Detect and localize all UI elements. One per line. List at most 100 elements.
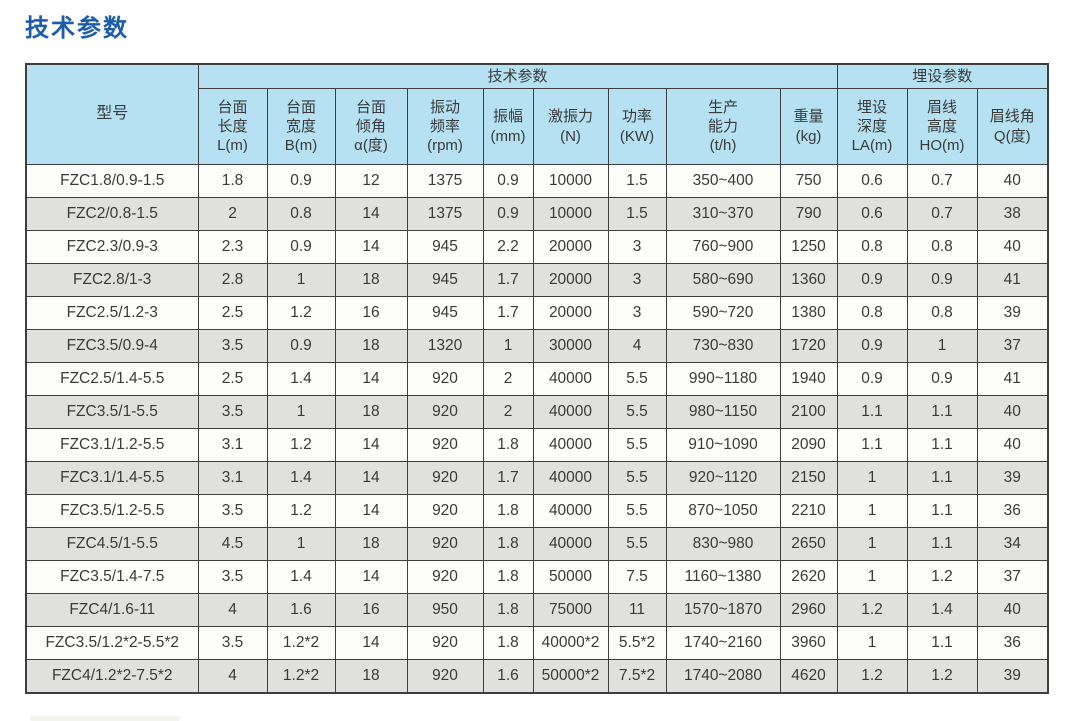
value-cell: 40 bbox=[976, 164, 1049, 198]
table-header: 型号 技术参数 埋设参数 台面 长度 L(m) 台面 宽度 B(m) 台面 倾角… bbox=[25, 63, 1049, 165]
value-cell: 0.8 bbox=[836, 230, 908, 264]
value-cell: 980~1150 bbox=[665, 395, 781, 429]
value-cell: 1.2 bbox=[266, 296, 336, 330]
value-cell: 1.4 bbox=[266, 362, 336, 396]
value-cell: 14 bbox=[334, 494, 408, 528]
value-cell: 40000*2 bbox=[532, 626, 609, 660]
value-cell: 1.8 bbox=[482, 527, 534, 561]
value-cell: 1.1 bbox=[906, 395, 978, 429]
value-cell: 2.5 bbox=[197, 296, 268, 330]
header-group-row: 型号 技术参数 埋设参数 bbox=[25, 63, 1049, 165]
model-cell: FZC3.1/1.2-5.5 bbox=[25, 428, 199, 462]
value-cell: 18 bbox=[334, 659, 408, 694]
value-cell: 14 bbox=[334, 560, 408, 594]
value-cell: 2 bbox=[482, 362, 534, 396]
value-cell: 5.5 bbox=[607, 362, 667, 396]
value-cell: 40000 bbox=[532, 395, 609, 429]
value-cell: 350~400 bbox=[665, 164, 781, 198]
value-cell: 0.6 bbox=[836, 164, 908, 198]
table-row: FZC2.5/1.2-3 2.5 1.2 16 945 1.7 20000 3 590~720 1… bbox=[25, 296, 1049, 330]
value-cell: 1.8 bbox=[482, 593, 534, 627]
value-cell: 1.1 bbox=[906, 494, 978, 528]
value-cell: 730~830 bbox=[665, 329, 781, 363]
value-cell: 3.5 bbox=[197, 626, 268, 660]
value-cell: 1740~2160 bbox=[665, 626, 781, 660]
value-cell: 1.5 bbox=[607, 197, 667, 231]
column-header-deck-width: 台面 宽度 B(m) bbox=[266, 88, 336, 165]
value-cell: 1.2 bbox=[836, 659, 908, 694]
value-cell: 1.1 bbox=[906, 461, 978, 495]
value-cell: 1.4 bbox=[266, 560, 336, 594]
value-cell: 750 bbox=[779, 164, 838, 198]
model-cell: FZC2.5/1.2-3 bbox=[25, 296, 199, 330]
value-cell: 40000 bbox=[532, 362, 609, 396]
column-header-weight: 重量 (kg) bbox=[779, 88, 838, 165]
value-cell: 3.1 bbox=[197, 428, 268, 462]
table-row: FZC4/1.6-11 4 1.6 16 950 1.8 75000 11 1570~1870 2… bbox=[25, 593, 1049, 627]
value-cell: 920 bbox=[406, 560, 484, 594]
table-row: FZC4.5/1-5.5 4.5 1 18 920 1.8 40000 5.5 830~980 2… bbox=[25, 527, 1049, 561]
table-row: FZC3.5/0.9-4 3.5 0.9 18 1320 1 30000 4 730~830 17… bbox=[25, 329, 1049, 363]
value-cell: 1.2*2 bbox=[266, 626, 336, 660]
value-cell: 0.9 bbox=[266, 329, 336, 363]
value-cell: 30000 bbox=[532, 329, 609, 363]
table-row: FZC3.1/1.2-5.5 3.1 1.2 14 920 1.8 40000 5.5 910~… bbox=[25, 428, 1049, 462]
column-header-capacity: 生产 能力 (t/h) bbox=[665, 88, 781, 165]
value-cell: 830~980 bbox=[665, 527, 781, 561]
value-cell: 4.5 bbox=[197, 527, 268, 561]
value-cell: 1.2*2 bbox=[266, 659, 336, 694]
value-cell: 910~1090 bbox=[665, 428, 781, 462]
value-cell: 5.5 bbox=[607, 428, 667, 462]
page-title: 技术参数 bbox=[25, 15, 129, 42]
column-header-deck-length: 台面 长度 L(m) bbox=[197, 88, 268, 165]
column-header-deck-angle: 台面 倾角 α(度) bbox=[334, 88, 408, 165]
value-cell: 2.8 bbox=[197, 263, 268, 297]
value-cell: 0.9 bbox=[836, 329, 908, 363]
value-cell: 3 bbox=[607, 296, 667, 330]
value-cell: 37 bbox=[976, 329, 1049, 363]
value-cell: 2 bbox=[197, 197, 268, 231]
value-cell: 0.7 bbox=[906, 164, 978, 198]
value-cell: 4 bbox=[197, 659, 268, 694]
value-cell: 14 bbox=[334, 197, 408, 231]
value-cell: 790 bbox=[779, 197, 838, 231]
cut-off-next-section bbox=[30, 716, 180, 721]
value-cell: 38 bbox=[976, 197, 1049, 231]
value-cell: 920 bbox=[406, 659, 484, 694]
value-cell: 1 bbox=[836, 560, 908, 594]
value-cell: 40 bbox=[976, 395, 1049, 429]
value-cell: 18 bbox=[334, 527, 408, 561]
value-cell: 1.7 bbox=[482, 263, 534, 297]
value-cell: 1.8 bbox=[482, 560, 534, 594]
value-cell: 16 bbox=[334, 593, 408, 627]
value-cell: 40 bbox=[976, 428, 1049, 462]
value-cell: 580~690 bbox=[665, 263, 781, 297]
value-cell: 10000 bbox=[532, 197, 609, 231]
value-cell: 0.8 bbox=[836, 296, 908, 330]
value-cell: 1 bbox=[266, 395, 336, 429]
model-cell: FZC4/1.2*2-7.5*2 bbox=[25, 659, 199, 694]
value-cell: 18 bbox=[334, 329, 408, 363]
value-cell: 1.4 bbox=[266, 461, 336, 495]
value-cell: 2100 bbox=[779, 395, 838, 429]
value-cell: 10000 bbox=[532, 164, 609, 198]
value-cell: 1.1 bbox=[836, 428, 908, 462]
value-cell: 4 bbox=[197, 593, 268, 627]
model-cell: FZC3.5/0.9-4 bbox=[25, 329, 199, 363]
value-cell: 0.9 bbox=[836, 263, 908, 297]
value-cell: 1375 bbox=[406, 164, 484, 198]
value-cell: 1.6 bbox=[266, 593, 336, 627]
value-cell: 4 bbox=[607, 329, 667, 363]
value-cell: 1320 bbox=[406, 329, 484, 363]
value-cell: 14 bbox=[334, 362, 408, 396]
value-cell: 5.5 bbox=[607, 494, 667, 528]
value-cell: 1.2 bbox=[906, 560, 978, 594]
value-cell: 50000 bbox=[532, 560, 609, 594]
value-cell: 1.6 bbox=[482, 659, 534, 694]
value-cell: 1.2 bbox=[266, 494, 336, 528]
value-cell: 5.5*2 bbox=[607, 626, 667, 660]
value-cell: 0.9 bbox=[836, 362, 908, 396]
value-cell: 18 bbox=[334, 395, 408, 429]
group-header-installation-params: 埋设参数 bbox=[836, 63, 1049, 89]
value-cell: 1 bbox=[906, 329, 978, 363]
